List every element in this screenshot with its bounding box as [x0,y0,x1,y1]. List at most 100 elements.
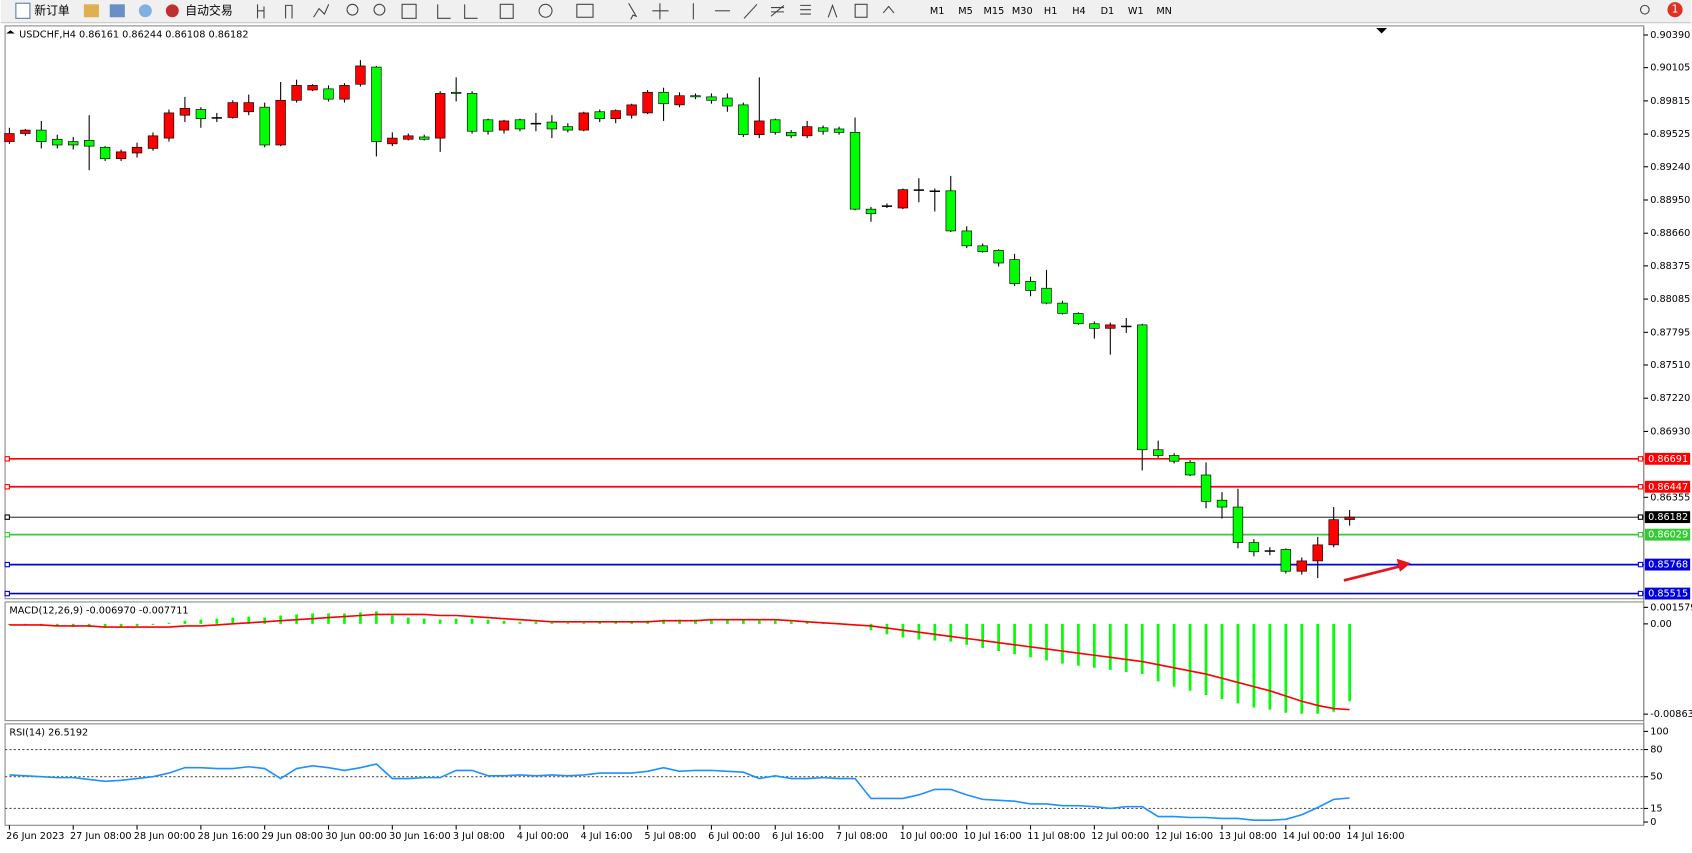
icon[interactable] [854,3,868,18]
icon[interactable] [538,3,553,18]
x-tick-label: 29 Jun 08:00 [261,831,323,842]
candle-body [1025,281,1036,291]
candle-body [1105,324,1116,329]
candle-body [1009,259,1020,284]
icon[interactable] [313,4,330,18]
new-order-button[interactable]: 新订单 [15,2,70,19]
level-handle [1637,531,1644,538]
price-label: 0.85768 [1648,560,1688,571]
x-tick-label: 14 Jul 00:00 [1283,831,1341,842]
icon[interactable] [373,3,386,16]
candle-body [594,111,605,119]
candle-body [1089,323,1100,329]
price-label-bg [1644,511,1691,524]
timeframe-button[interactable]: MN [1156,6,1172,17]
icon[interactable] [770,4,785,17]
candle-body [163,112,175,139]
title-marker [6,30,15,34]
y-tick-label: 0.90390 [1650,30,1690,41]
price-label: 0.86182 [1648,512,1688,523]
x-tick-label: 6 Jul 16:00 [772,831,824,842]
y-tick-label: 0.88660 [1650,228,1690,239]
icon[interactable] [800,4,811,15]
toolbar-bg [0,0,1692,23]
x-tick-label: 27 Jun 08:00 [70,831,132,842]
timeframe-button[interactable]: W1 [1128,6,1144,17]
x-tick-label: 28 Jun 16:00 [198,831,260,842]
macd-signal-line [9,613,1350,711]
icon[interactable] [285,4,293,19]
icon[interactable] [499,3,514,19]
candle-body [913,189,925,191]
candle-body [307,85,318,91]
icon-button[interactable] [109,4,125,18]
timeframe-button[interactable]: H1 [1044,6,1057,17]
x-tick-label: 30 Jun 16:00 [389,831,451,842]
rsi-line [9,763,1350,822]
candle-body [1184,462,1196,476]
icon[interactable] [346,3,359,16]
timeframe-button[interactable]: M30 [1012,6,1033,17]
timeframe-button[interactable]: M1 [930,6,945,17]
x-tick-label: 10 Jul 00:00 [900,831,958,842]
candle-body [993,250,1004,264]
candle-body [20,129,31,134]
candle-body [1232,506,1244,543]
x-tick-label: 11 Jul 08:00 [1027,831,1085,842]
y-tick-label: 0 [1650,817,1656,828]
icon-button[interactable] [138,4,152,18]
y-tick-label: 0.89525 [1650,129,1690,140]
candle-body [323,88,334,100]
icon [15,2,31,19]
candle-body [259,106,270,146]
icon[interactable] [464,4,478,19]
level-handle [4,514,10,520]
timeframe-button[interactable]: H4 [1072,6,1085,17]
icon[interactable] [882,5,895,14]
notification-badge[interactable] [1667,2,1683,18]
x-tick-label: 10 Jul 16:00 [963,831,1021,842]
timeframe-button[interactable]: M15 [984,6,1005,17]
icon[interactable] [743,3,758,19]
y-tick-label: -0.008633 [1650,709,1692,720]
icon[interactable] [628,2,638,20]
candle-body [339,85,350,100]
icon[interactable] [827,3,838,18]
icon[interactable] [652,3,669,20]
candle-body [435,93,446,139]
level-handle [1637,514,1644,520]
candle-body [466,93,478,132]
candle-body [387,137,398,145]
icon-button[interactable] [83,4,99,18]
icon[interactable] [576,3,594,18]
search-icon[interactable] [1639,4,1650,15]
icon[interactable] [437,4,451,19]
notification-count: 1 [1672,3,1679,16]
price-label: 0.86029 [1648,530,1688,541]
x-tick-label: 28 Jun 00:00 [134,831,196,842]
candle-body [355,65,366,85]
x-tick-label: 7 Jul 08:00 [836,831,888,842]
candle-body [833,128,845,133]
level-handle [1637,456,1644,462]
candle-body [403,135,414,140]
candle-body [562,126,574,131]
icon[interactable] [256,4,265,19]
candle-body [1073,313,1084,325]
candle-body [770,119,781,133]
y-tick-label: 100 [1650,726,1669,737]
candle-body [482,119,494,132]
level-handle [4,531,10,538]
arrow-shaft [1343,565,1401,582]
timeframe-button[interactable]: M5 [958,6,973,17]
timeframe-button[interactable]: D1 [1101,6,1115,17]
icon [165,4,179,18]
price-label: 0.86447 [1648,482,1688,493]
icon[interactable] [401,3,417,19]
candle-body [1057,302,1068,314]
candle-body [945,190,956,232]
auto-trading-button[interactable]: 自动交易 [165,3,233,18]
candle-body [754,120,765,135]
y-tick-label: 15 [1650,803,1662,814]
